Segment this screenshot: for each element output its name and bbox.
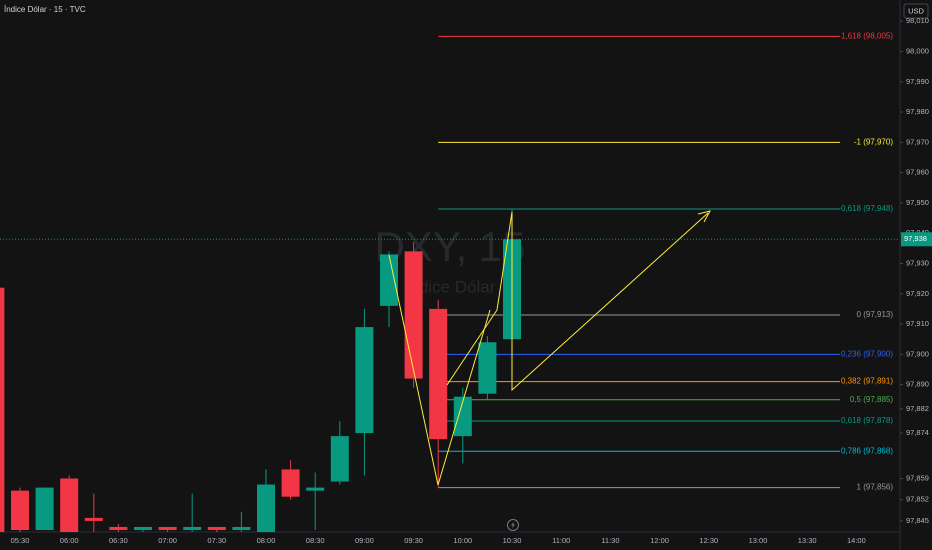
x-tick-label: 11:00 [552, 536, 570, 545]
last-price-label: 97,938 [904, 234, 927, 243]
fib-label: 0 (97,913) [857, 310, 894, 319]
candle-body [281, 469, 300, 497]
y-tick-label: 98,010 [906, 16, 929, 25]
candle-body [60, 478, 79, 532]
zigzag-line [388, 254, 491, 486]
fib-label: 1 (97,856) [857, 483, 894, 492]
x-tick-label: 13:30 [798, 536, 817, 545]
chart-title: Índice Dólar · 15 · TVC [4, 5, 86, 14]
watermark: DXY, 15 [375, 223, 526, 270]
x-tick-label: 08:30 [306, 536, 325, 545]
y-tick-label: 97,890 [906, 380, 929, 389]
y-tick-label: 97,950 [906, 198, 929, 207]
x-tick-label: 11:30 [601, 536, 619, 545]
candle-body [330, 436, 349, 482]
x-tick-label: 10:00 [453, 536, 472, 545]
x-tick-label: 06:00 [60, 536, 79, 545]
x-tick-label: 14:00 [847, 536, 866, 545]
y-tick-label: 97,900 [906, 349, 929, 358]
candle-body [429, 308, 448, 440]
y-tick-label: 97,930 [906, 258, 929, 267]
y-tick-label: 97,874 [906, 428, 929, 437]
x-tick-label: 09:00 [355, 536, 374, 545]
plot-area: -1,618 (98,005) -1 (97,970) -0,618 (97,948… [0, 31, 900, 532]
fib-label: -1,618 (98,005) [838, 31, 893, 40]
x-tick-label: 13:00 [749, 536, 768, 545]
watermark-subtitle: Índice Dólar [405, 277, 496, 296]
y-tick-label: 97,970 [906, 137, 929, 146]
x-tick-label: 05:30 [11, 536, 30, 545]
last-price-box [901, 232, 932, 247]
y-tick-label: 97,920 [906, 289, 929, 298]
x-tick-label: 07:00 [158, 536, 177, 545]
candle-body [453, 396, 472, 437]
fib-label: 0,618 (97,878) [841, 416, 893, 425]
fib-label: 0,236 (97,900) [841, 349, 893, 358]
candle-body [11, 490, 29, 530]
candle-body [207, 526, 226, 530]
y-tick-label: 97,845 [906, 516, 929, 525]
pattern-drawing [388, 210, 711, 486]
x-tick-label: 09:30 [404, 536, 423, 545]
candle-body [232, 526, 251, 530]
candle-body [109, 526, 128, 530]
projection-line [446, 211, 709, 392]
y-tick-label: 97,990 [906, 77, 929, 86]
fib-label: 0,382 (97,891) [841, 377, 893, 386]
x-tick-label: 06:30 [109, 536, 128, 545]
fib-label: -0,618 (97,948) [838, 204, 893, 213]
x-tick-label: 10:30 [503, 536, 522, 545]
y-tick-label: 97,859 [906, 473, 929, 482]
candle-body [158, 526, 177, 530]
event-icon[interactable] [507, 519, 519, 531]
candle-body [0, 287, 5, 532]
currency[interactable]: USD [908, 6, 924, 15]
fib-label: 0,5 (97,885) [850, 395, 893, 404]
y-tick-label: 98,000 [906, 46, 929, 55]
arrow-head [697, 210, 711, 223]
candle-body [183, 526, 202, 530]
candle-body [380, 254, 398, 306]
candle-body [478, 342, 497, 394]
x-tick-label: 08:00 [257, 536, 276, 545]
y-tick-label: 97,882 [906, 404, 929, 413]
candle-body [404, 251, 423, 379]
candle-body [84, 517, 103, 521]
candle-body [134, 526, 152, 530]
currency-box[interactable] [903, 3, 929, 19]
x-tick-label: 12:30 [699, 536, 718, 545]
y-tick-label: 97,852 [906, 495, 929, 504]
candle-body [35, 487, 54, 530]
x-tick-label: 12:00 [650, 536, 669, 545]
x-tick-label: 07:30 [207, 536, 226, 545]
fib-label: 0,786 (97,868) [841, 446, 893, 455]
candle-body [306, 487, 325, 491]
fib-label: -1 (97,970) [854, 137, 893, 146]
candle-body [355, 327, 374, 434]
y-tick-label: 97,980 [906, 107, 929, 116]
candle-body [257, 484, 275, 532]
y-tick-label: 97,910 [906, 319, 929, 328]
y-tick-label: 97,960 [906, 168, 929, 177]
